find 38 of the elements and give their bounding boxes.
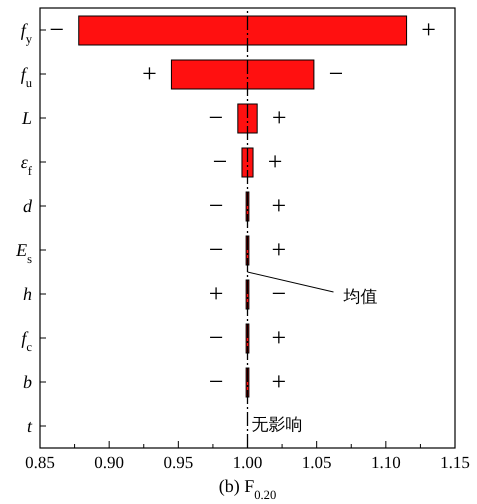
x-tick-label: 1.15	[440, 453, 470, 472]
x-axis-title: (b) F$_{0.20}$	[218, 476, 276, 502]
annotation: +	[208, 279, 224, 308]
annotation: −	[272, 279, 286, 308]
y-tick-label: t	[26, 416, 33, 436]
y-tick-label: d	[23, 196, 33, 216]
y-tick-label: L	[20, 108, 32, 128]
annotation: −	[208, 323, 224, 352]
annotation: −	[208, 367, 224, 396]
y-tick-label: f$_{u}$	[20, 64, 33, 90]
annotation: −	[208, 191, 224, 220]
annotation: +	[142, 59, 157, 88]
annotation: 无影响	[252, 415, 302, 434]
text: 1.10	[370, 453, 401, 472]
annotation: +	[272, 103, 287, 132]
text: 0.90	[94, 453, 124, 472]
x-tick-label: 1.05	[302, 453, 332, 472]
y-tick-label: f$_{y}$	[20, 20, 33, 46]
y-tick-label: f$_{c}$	[21, 328, 32, 354]
x-tick-label: 0.85	[25, 453, 55, 472]
annotation: +	[272, 367, 286, 396]
annotation: +	[268, 147, 282, 176]
annotation: +	[272, 235, 286, 264]
annotation: −	[208, 235, 224, 264]
annotation: −	[212, 147, 228, 176]
y-tick-label: E$_{s}$	[15, 240, 32, 266]
y-tick-label: ε$_{f}$	[20, 152, 33, 178]
annotation: −	[208, 103, 224, 132]
annotation: −	[49, 15, 64, 44]
ref-line-label: 均值	[342, 287, 378, 306]
x-tick-label: 0.95	[163, 453, 194, 472]
annotation: +	[272, 323, 286, 352]
annotation: +	[421, 15, 436, 44]
text: 1.00	[232, 453, 262, 472]
y-tick-label: h	[23, 284, 32, 304]
annotation: +	[272, 191, 286, 220]
y-tick-label: b	[23, 372, 32, 392]
annotation: −	[328, 59, 344, 88]
